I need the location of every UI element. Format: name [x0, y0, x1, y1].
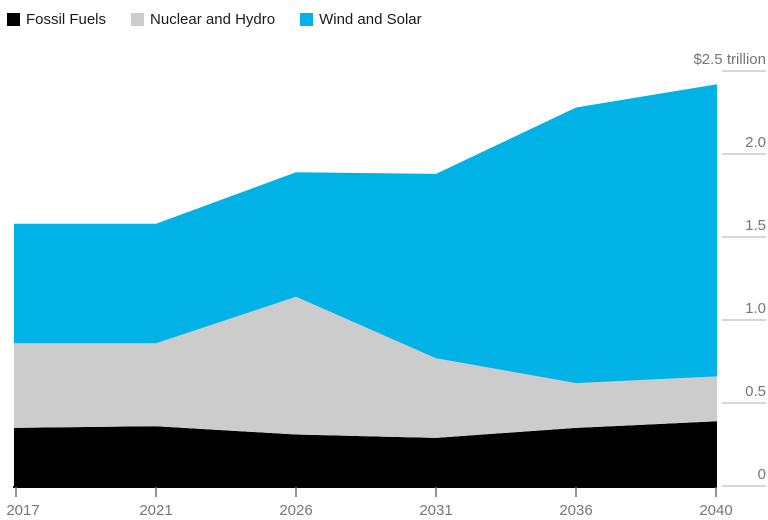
y-tick-label-0: 0: [758, 466, 766, 483]
x-tick-label-2021: 2021: [139, 502, 172, 519]
legend-item-nuclear-and-hydro: Nuclear and Hydro: [131, 12, 275, 27]
legend-item-wind-and-solar: Wind and Solar: [300, 12, 422, 27]
legend-label-fossil-fuels: Fossil Fuels: [26, 11, 107, 28]
legend-swatch-wind-and-solar: [300, 13, 314, 26]
area-fossil-fuels: [14, 421, 717, 486]
x-tick-label-2036: 2036: [559, 502, 592, 519]
x-tick-label-2031: 2031: [419, 502, 452, 519]
area-wind-and-solar: [14, 84, 717, 384]
area-nuclear-and-hydro: [14, 296, 717, 438]
y-tick-label-1-5: 1.5: [745, 217, 766, 234]
y-tick-label-2-0: 2.0: [745, 134, 766, 151]
y-tick-label--2-5-trillion: $2.5 trillion: [693, 51, 766, 68]
y-tick-label-0-5: 0.5: [745, 383, 766, 400]
x-tick-label-2017: 2017: [6, 502, 39, 519]
legend-swatch-fossil-fuels: [7, 13, 20, 26]
legend-item-fossil-fuels: Fossil Fuels: [7, 12, 106, 27]
x-tick-label-2026: 2026: [279, 502, 312, 519]
y-tick-label-1-0: 1.0: [745, 300, 766, 317]
legend-swatch-nuclear-and-hydro: [131, 13, 145, 26]
x-tick-label-2040: 2040: [699, 502, 732, 519]
legend-label-wind-and-solar: Wind and Solar: [319, 11, 422, 28]
legend: Fossil Fuels Nuclear and Hydro Wind and So…: [7, 12, 422, 27]
legend-label-nuclear-and-hydro: Nuclear and Hydro: [150, 11, 276, 28]
